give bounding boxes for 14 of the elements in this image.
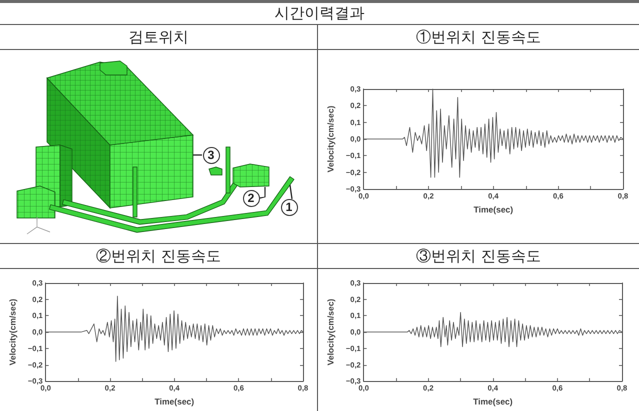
x-axis-title: Time(sec) <box>154 396 194 406</box>
y-axis-title: Velocity(cm/sec) <box>326 106 336 172</box>
x-axis-title: Time(sec) <box>474 204 514 214</box>
text: 검토위치 <box>128 28 188 46</box>
text: 시간이력결과 <box>274 4 364 23</box>
chart-title: ②번위치 진동속도 <box>96 246 221 266</box>
chart-title: ①번위치 진동속도 <box>416 28 541 46</box>
chart-title: ③번위치 진동속도 <box>416 246 541 266</box>
x-axis-title: Time(sec) <box>473 396 513 406</box>
text: 2 <box>242 190 260 206</box>
text: 1 <box>280 198 298 216</box>
y-axis-title: Velocity(cm/sec) <box>326 298 336 366</box>
text: 3 <box>202 146 220 164</box>
y-axis-title: Velocity(cm/sec) <box>8 298 18 366</box>
